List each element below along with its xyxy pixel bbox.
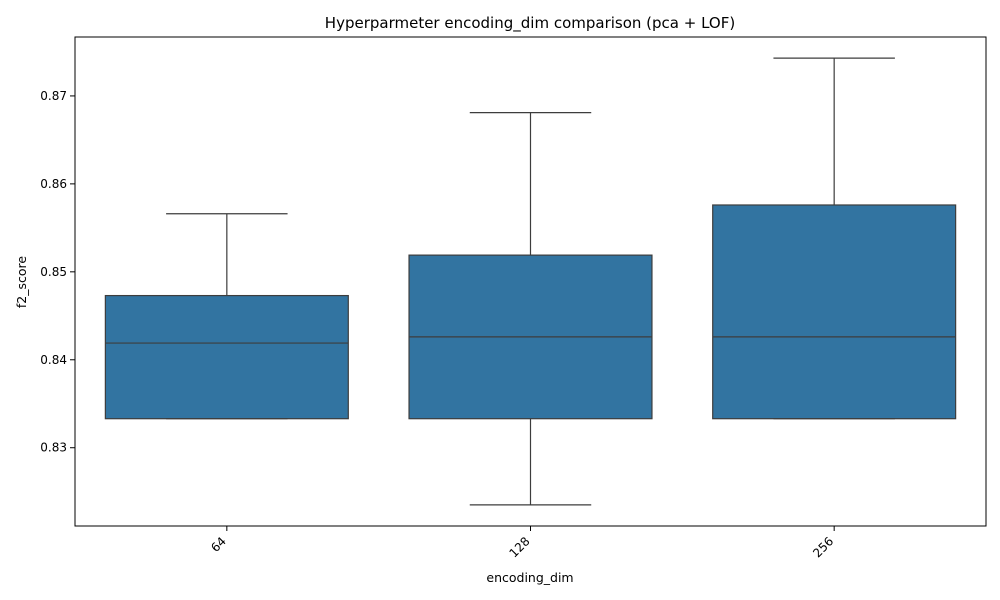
box-64-iqr [104, 294, 349, 420]
y-tick-label-0.84: 0.84 [40, 353, 67, 367]
x-tick-label-64: 64 [208, 534, 229, 555]
x-tick-label-128: 128 [507, 534, 533, 560]
x-axis-label: encoding_dim [486, 570, 573, 585]
y-tick-label-0.86: 0.86 [40, 177, 67, 191]
y-tick-label-0.83: 0.83 [40, 441, 67, 455]
plot-area: 64 128 256 0.83 0.84 0.85 0.86 0.87 [40, 36, 987, 560]
x-tick-label-256: 256 [810, 534, 836, 560]
y-axis-label: f2_score [14, 256, 29, 309]
box-256-iqr [712, 204, 957, 420]
chart-title: Hyperparmeter encoding_dim comparison (p… [325, 14, 735, 33]
axes-frame [74, 36, 987, 527]
y-tick-label-0.85: 0.85 [40, 265, 67, 279]
y-tick-label-0.87: 0.87 [40, 89, 67, 103]
